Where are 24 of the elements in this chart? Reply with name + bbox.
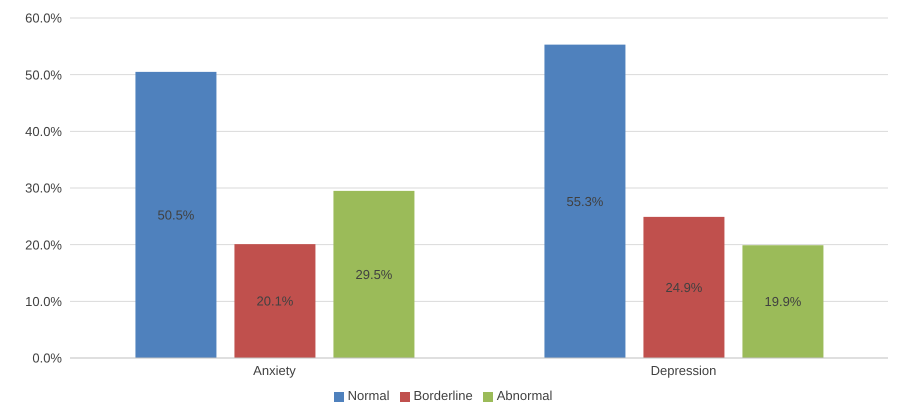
legend-label: Borderline: [414, 388, 473, 403]
bar: [742, 245, 824, 358]
y-tick-label: 30.0%: [25, 180, 62, 196]
x-tick-label: Anxiety: [253, 363, 296, 378]
y-tick-label: 20.0%: [25, 237, 62, 252]
bar: [135, 72, 216, 358]
data-label: 50.5%: [158, 208, 195, 223]
y-tick-label: 10.0%: [25, 294, 62, 309]
data-label: 19.9%: [764, 294, 802, 310]
y-tick-label: 60.0%: [25, 10, 62, 26]
data-label: 29.5%: [356, 267, 393, 282]
data-label: 24.9%: [666, 280, 703, 296]
data-label: 20.1%: [256, 294, 294, 309]
y-tick-label: 50.0%: [25, 67, 62, 82]
bar: [643, 216, 724, 358]
legend-label: Abnormal: [496, 388, 552, 403]
data-label: 55.3%: [566, 194, 604, 209]
bar: [544, 44, 626, 358]
bar: [234, 244, 316, 358]
legend-label: Normal: [348, 388, 390, 403]
bar: [333, 190, 414, 358]
y-tick-label: 40.0%: [25, 124, 62, 139]
x-tick-label: Depression: [650, 363, 716, 378]
y-tick-label: 0.0%: [32, 350, 62, 366]
